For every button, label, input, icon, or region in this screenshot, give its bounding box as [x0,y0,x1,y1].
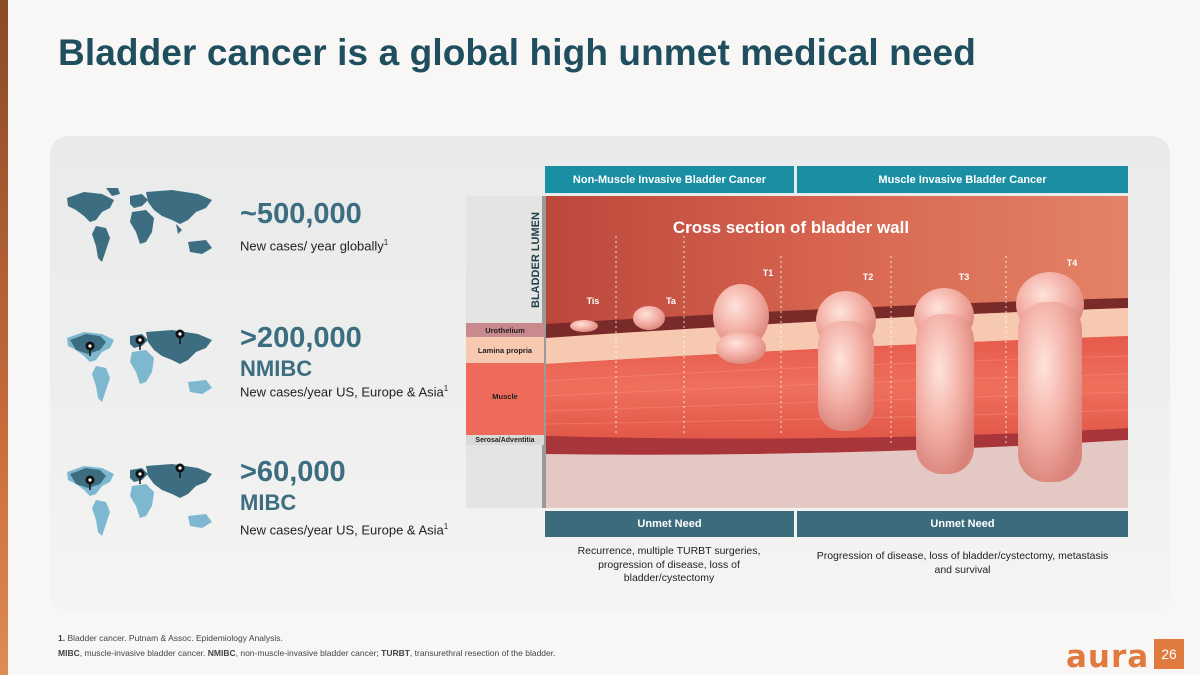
tumor-t3 [914,288,974,474]
footnote-abbreviations: MIBC, muscle-invasive bladder cancer. NM… [58,648,556,658]
stat-global-number: ~500,000 [240,198,362,230]
unmet-need-mibc-text: Progression of disease, loss of bladder/… [816,550,1109,576]
bladder-lumen-label: BLADDER LUMEN [530,212,542,308]
stat-mibc-description: New cases/year US, Europe & Asia1 [240,522,449,538]
unmet-need-nmibc-label: Unmet Need [545,511,794,537]
mibc-header: Muscle Invasive Bladder Cancer [797,166,1128,193]
stat-nmibc-label: NMIBC [240,356,313,381]
nmibc-header: Non-Muscle Invasive Bladder Cancer [545,166,794,193]
footnote-reference: 1. Bladder cancer. Putnam & Assoc. Epide… [58,633,283,643]
stage-t4: T4 [1067,258,1078,268]
stage-t2: T2 [863,272,874,282]
tumor-t4 [1016,272,1084,482]
stat-nmibc-number: >200,000 [240,322,362,354]
slide-title: Bladder cancer is a global high unmet me… [58,32,976,73]
aura-logo: aura [1066,639,1150,675]
tumor-ta [633,306,665,330]
unmet-need-nmibc-text: Recurrence, multiple TURBT surgeries, pr… [577,545,761,585]
stat-mibc-number: >60,000 [240,456,346,488]
world-map-icon [67,188,212,262]
tumor-tis [570,320,598,332]
left-accent-bar [0,0,8,675]
layer-urothelium: Urothelium [485,326,525,335]
unmet-need-mibc-label: Unmet Need [797,511,1128,537]
stat-global-description: New cases/ year globally1 [240,238,389,254]
tumor-t1 [713,284,769,364]
world-map-pins-icon [67,463,212,536]
bladder-wall-diagram: Urothelium Lamina propria Muscle Serosa/… [466,196,1128,508]
stage-t1: T1 [763,268,774,278]
layer-serosa: Serosa/Adventitia [475,437,534,444]
layer-muscle: Muscle [492,392,517,401]
stat-nmibc-description: New cases/year US, Europe & Asia1 [240,384,449,400]
layer-lamina-propria: Lamina propria [478,346,533,355]
world-map-pins-icon [67,329,212,402]
stage-tis: Tis [587,296,600,306]
tumor-t2 [816,291,876,431]
stage-ta: Ta [666,296,677,306]
stat-mibc-label: MIBC [240,490,297,515]
page-number: 26 [1154,639,1184,669]
stage-t3: T3 [959,272,970,282]
diagram-title: Cross section of bladder wall [673,218,909,237]
